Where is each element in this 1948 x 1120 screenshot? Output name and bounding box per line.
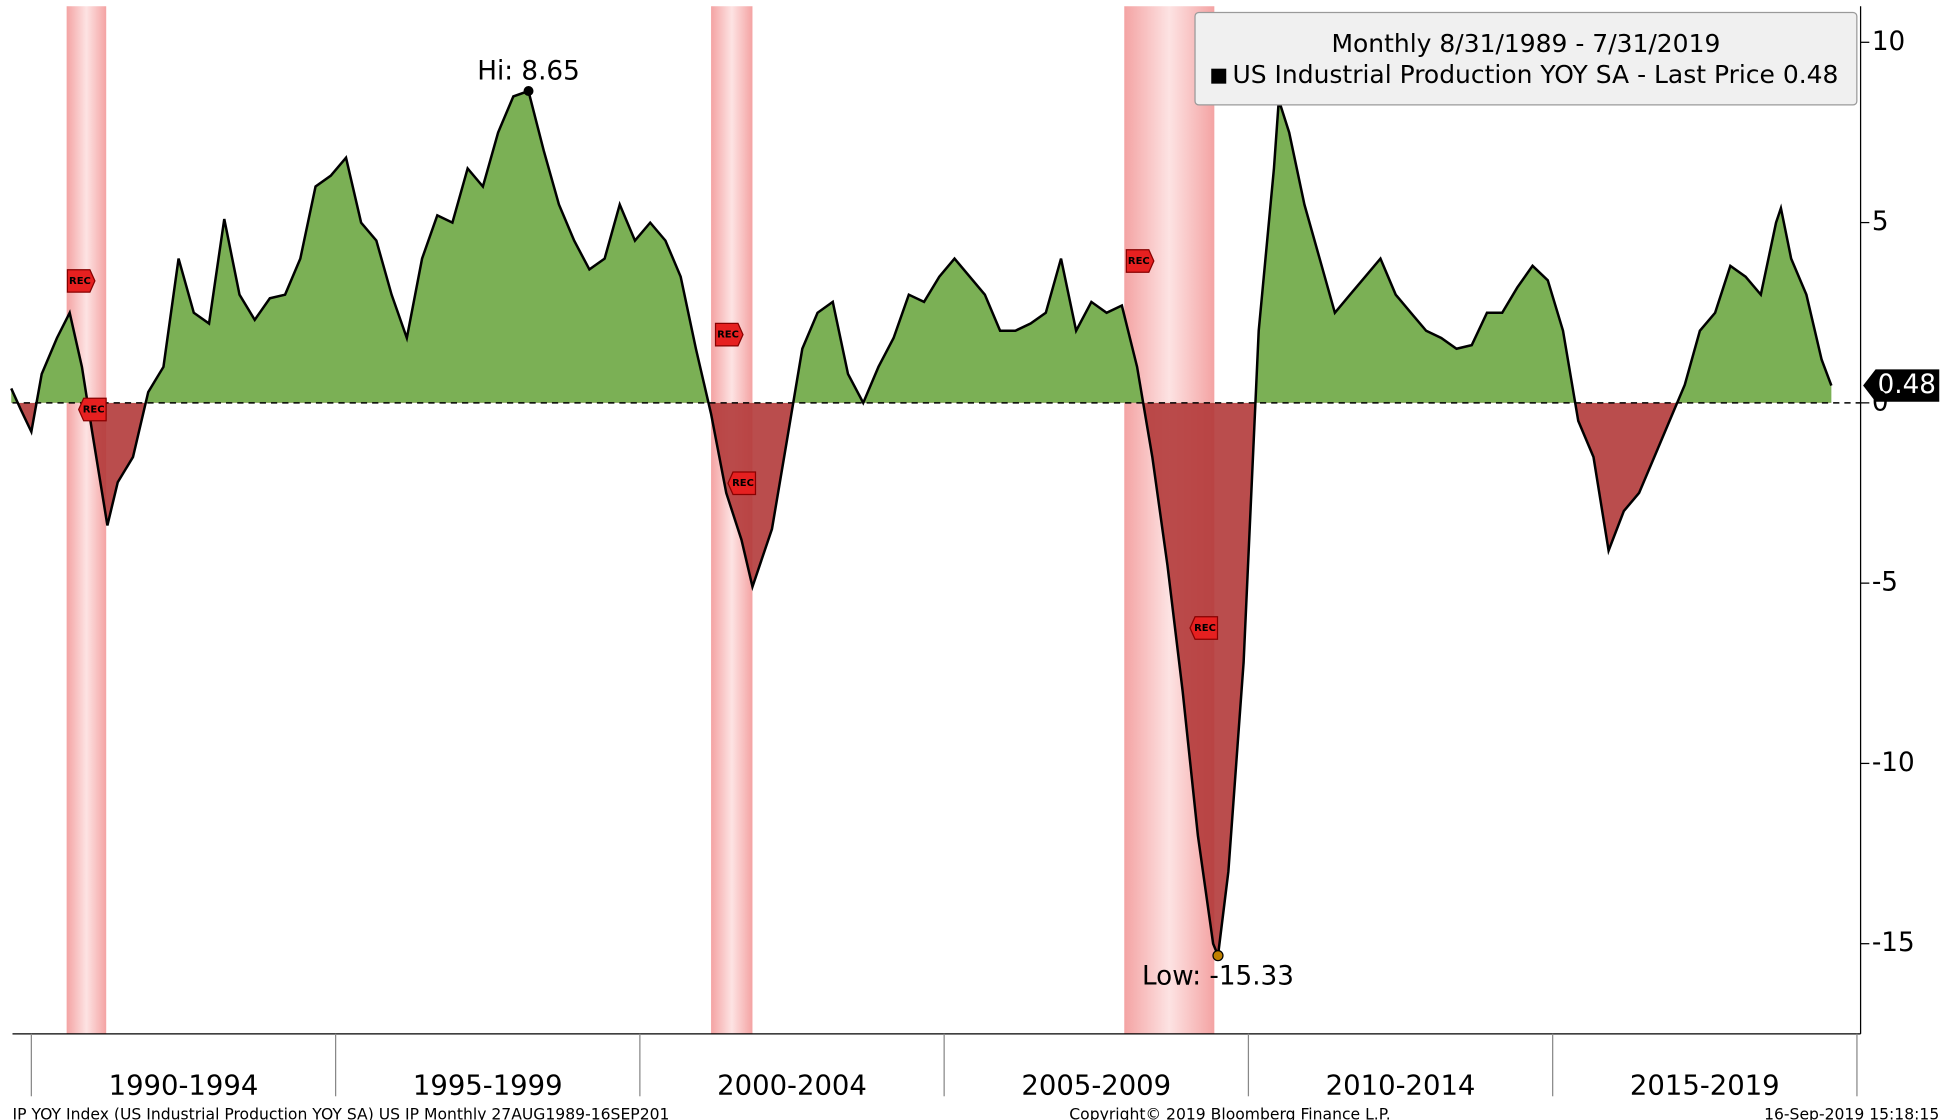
legend: Monthly 8/31/1989 - 7/31/2019 US Industr… — [1194, 11, 1858, 106]
recession-band — [66, 6, 107, 1034]
footer-center: Copyright© 2019 Bloomberg Finance L.P. — [1069, 1106, 1390, 1120]
high-label: Hi: 8.65 — [477, 57, 580, 87]
footer-left: IP YOY Index (US Industrial Production Y… — [12, 1106, 669, 1120]
y-tick-label: 0 — [1872, 387, 1889, 417]
low-point — [1212, 949, 1224, 962]
y-tick-label: 10 — [1872, 27, 1905, 57]
y-tick-label: 5 — [1872, 207, 1889, 237]
x-tick-label: 2015-2019 — [1630, 1070, 1780, 1101]
rec-label: REC — [1194, 623, 1216, 634]
last-value-label: 0.48 — [1878, 370, 1936, 400]
rec-label: REC — [717, 330, 739, 341]
positive-area — [11, 91, 1832, 403]
last-value-tag — [1863, 369, 1940, 402]
legend-entry: US Industrial Production YOY SA - Last P… — [1232, 60, 1838, 89]
rec-label: REC — [732, 478, 754, 489]
rec-label: REC — [83, 405, 105, 416]
rec-flag: REC — [714, 322, 744, 347]
rec-flag: REC — [66, 269, 96, 293]
rec-flag: REC — [1125, 249, 1155, 273]
rec-flag: REC — [727, 471, 757, 496]
x-tick-label: 1990-1994 — [109, 1070, 259, 1101]
y-tick-label: -10 — [1872, 748, 1915, 778]
rec-label: REC — [69, 276, 91, 287]
y-tick-label: -15 — [1872, 928, 1915, 958]
low-label: Low: -15.33 — [1142, 961, 1294, 991]
rec-flag: REC — [1189, 616, 1219, 640]
legend-swatch — [1211, 68, 1227, 84]
rec-label: REC — [1128, 256, 1150, 267]
legend-box — [1194, 11, 1858, 106]
x-tick-label: 2000-2004 — [717, 1070, 867, 1101]
high-point — [523, 85, 534, 96]
y-tick-label: -5 — [1872, 568, 1898, 598]
x-tick-label: 1995-1999 — [413, 1070, 563, 1101]
x-tick-label: 2010-2014 — [1326, 1070, 1476, 1101]
footer-right: 16-Sep-2019 15:18:15 — [1764, 1106, 1939, 1120]
legend-title: Monthly 8/31/1989 - 7/31/2019 — [1331, 29, 1720, 58]
series-line — [10, 89, 1833, 961]
negative-area — [17, 402, 1678, 956]
rec-flags: REC REC REC REC REC REC — [66, 249, 1219, 640]
rec-flag: REC — [77, 397, 107, 422]
x-tick-label: 2005-2009 — [1021, 1070, 1171, 1101]
